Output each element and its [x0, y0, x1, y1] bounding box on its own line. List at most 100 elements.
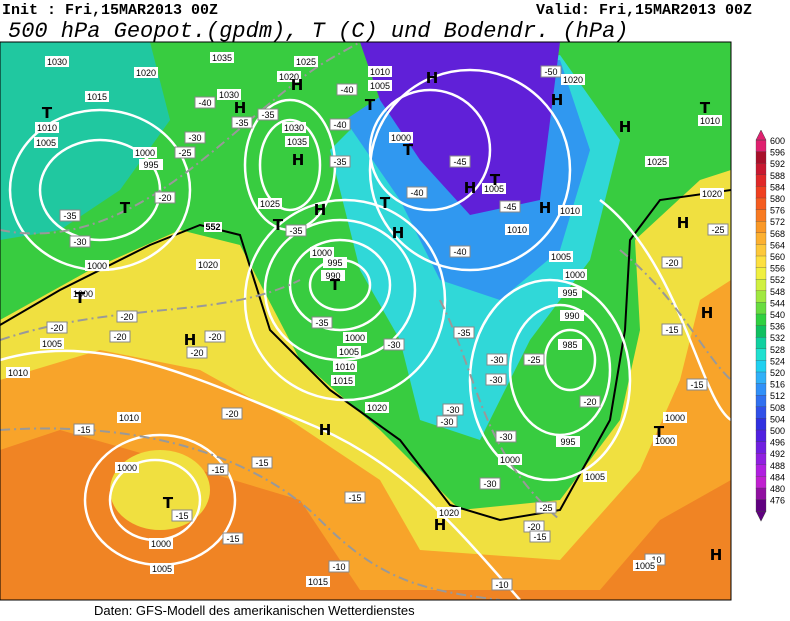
isobar-label: 1005: [370, 81, 390, 91]
isotherm-label-box: [495, 430, 517, 443]
isotherm-label-box: [171, 509, 193, 522]
isotherm-label: -25: [711, 225, 724, 235]
isotherm-label-box: [207, 463, 229, 476]
isobar-label: 1010: [119, 413, 139, 423]
legend-level-label: 580: [770, 194, 785, 204]
isotherm-label: -15: [255, 458, 268, 468]
isobar-label: 1035: [287, 137, 307, 147]
isotherm-label-box: [73, 423, 95, 436]
pressure-center: H: [319, 421, 332, 439]
map-frame: [0, 41, 732, 601]
isotherm-label: -30: [489, 375, 502, 385]
isotherm-label: -30: [440, 417, 453, 427]
isotherm-label-box: [221, 407, 243, 420]
field-purple: [360, 42, 560, 215]
legend-level-label: 500: [770, 426, 785, 436]
legend-swatch: [755, 290, 767, 303]
pressure-center: T: [380, 194, 391, 212]
isobar-label-box: [583, 471, 607, 482]
isobar-label-box: [217, 89, 241, 100]
isobar-label: 1000: [565, 270, 585, 280]
isotherm-label-box: [257, 108, 279, 121]
isotherm-label-box: [174, 146, 196, 159]
isotherm-label: -30: [188, 133, 201, 143]
pressure-center: H: [392, 224, 405, 242]
isobar-label-box: [115, 462, 139, 473]
isobar-label-box: [368, 80, 392, 91]
legend-swatch: [755, 313, 767, 327]
pressure-center: H: [677, 214, 690, 232]
isobar-label: 1010: [560, 206, 580, 216]
isobar-label: 1005: [585, 472, 605, 482]
isobar-label: 995: [560, 437, 575, 447]
legend-level-label: 596: [770, 148, 785, 158]
legend-swatch: [755, 453, 767, 466]
isotherm-label-box: [46, 321, 68, 334]
legend-swatch: [755, 383, 767, 396]
isobar-label-box: [556, 436, 580, 447]
isotherm-label-box: [154, 191, 176, 204]
isobar-label-box: [6, 367, 30, 378]
isobar-label-box: [561, 74, 585, 85]
isotherm-label-box: [222, 532, 244, 545]
legend-swatch: [755, 139, 767, 153]
isobar-label-box: [343, 332, 367, 343]
isobar-label: 1000: [73, 289, 93, 299]
legend-swatch: [755, 186, 767, 199]
isobar-label-box: [258, 198, 282, 209]
isobar-label-box: [150, 563, 174, 574]
legend-swatch: [755, 302, 767, 315]
legend-swatch: [755, 197, 767, 211]
isobar-label-box: [85, 260, 109, 271]
legend-level-label: 544: [770, 298, 785, 308]
isotherm-label: -15: [175, 511, 188, 521]
isobar-label: 1000: [312, 248, 332, 258]
isobar-label-box: [337, 346, 361, 357]
isotherm-label: -45: [503, 202, 516, 212]
isobar-label: 1030: [47, 57, 67, 67]
isotherm-label: -15: [77, 425, 90, 435]
isobar-label: 1020: [367, 403, 387, 413]
isotherm-label-box: [311, 316, 333, 329]
pressure-center: H: [291, 76, 304, 94]
isobar-label-box: [323, 257, 347, 268]
isotherm-label: -15: [533, 532, 546, 542]
isotherm-label-box: [523, 353, 545, 366]
isotherm-label: -40: [453, 247, 466, 257]
legend-level-label: 528: [770, 345, 785, 355]
legend-level-label: 548: [770, 287, 785, 297]
isotherm-label: -30: [387, 340, 400, 350]
contour-label-box: [204, 222, 222, 232]
legend-swatch: [755, 232, 767, 245]
isotherm-label: -35: [289, 226, 302, 236]
isotherm-label-box: [204, 330, 226, 343]
legend-level-label: 492: [770, 449, 785, 459]
legend-swatch: [755, 255, 767, 269]
valid-time: Valid: Fri,15MAR2013 00Z: [536, 2, 752, 19]
isotherm-label-box: [529, 530, 551, 543]
legend-level-label: 488: [770, 461, 785, 471]
isotherm-label: -15: [348, 493, 361, 503]
legend-level-label: 552: [770, 275, 785, 285]
isobar-label-box: [482, 183, 506, 194]
isotherm-label-box: [344, 491, 366, 504]
isobar-label-box: [663, 412, 687, 423]
legend-swatch: [755, 337, 767, 350]
isobar-label-box: [653, 435, 677, 446]
isobar-label: 985: [562, 340, 577, 350]
legend-level-label: 508: [770, 403, 785, 413]
isobar-label: 1010: [335, 362, 355, 372]
legend-swatch: [755, 325, 767, 338]
isobar-label-box: [560, 310, 584, 321]
isobar-label: 1005: [42, 339, 62, 349]
isobar-label-box: [134, 67, 158, 78]
isotherm-label-box: [383, 338, 405, 351]
isotherm-label-box: [251, 456, 273, 469]
isobar-label-box: [365, 402, 389, 413]
isotherm-label-box: [485, 373, 507, 386]
isobar-label: 1010: [507, 225, 527, 235]
isotherm-label-box: [453, 326, 475, 339]
legend-level-label: 584: [770, 182, 785, 192]
map-title: 500 hPa Geopot.(gpdm), T (C) und Bodendr…: [8, 19, 629, 44]
